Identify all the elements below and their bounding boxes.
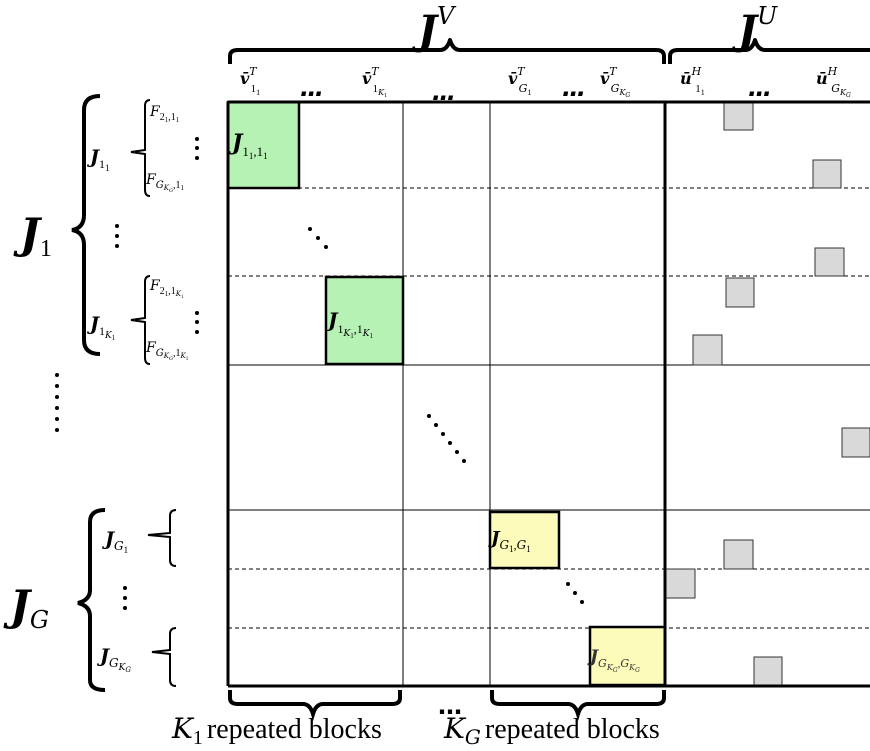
- diag-block-J-G1-G1: [488, 510, 561, 570]
- bottom-label-K1: K1 repeated blocks: [171, 712, 382, 749]
- diag-block-J-1-1-label: J11,11: [228, 130, 268, 161]
- diagonal-dots: [308, 227, 584, 604]
- col-ellipsis-3: …: [562, 74, 586, 102]
- bottom-braces: [228, 690, 666, 721]
- diag-block-J-1K1-1K1-label: J1K1,1K1: [324, 308, 373, 340]
- col-ellipsis-1: …: [300, 74, 324, 102]
- jg-group-brace: [77, 508, 106, 692]
- feature-F-GKG-1K1: FGKG,1K1: [145, 340, 189, 362]
- diag-block-J-G1-G1-label: JG1,G1: [488, 528, 531, 554]
- column-labels: v̄T 11 … v̄T 1K1 … v̄T G1 … v̄T GKG ūH 11 … ū…: [240, 65, 851, 106]
- feature-F-21-11: F21,11: [149, 104, 180, 124]
- row-block-J-G-1: JG1: [102, 528, 128, 555]
- col-label-v-G-1: v̄T G1: [508, 65, 531, 97]
- gray-block: [814, 247, 845, 277]
- feature-F-21-1K1: F21,1K1: [149, 278, 184, 300]
- gray-block: [723, 101, 754, 131]
- jg-group-label: JG: [3, 581, 49, 634]
- feature-F-GKG-11: FGKG,11: [145, 172, 184, 194]
- matrix-grid: [228, 102, 870, 686]
- gray-block: [812, 159, 842, 189]
- vertical-dots: [55, 137, 199, 610]
- col-label-u-1-1: ūH 11: [680, 65, 705, 97]
- diag-block-J-1K1-1K1: [324, 275, 405, 366]
- diag-block-J-GKG-GKG-label: JGKG,GKG: [587, 647, 640, 674]
- col-label-v-1-K1: v̄T 1K1: [362, 65, 387, 99]
- j1-group-brace: [71, 94, 101, 356]
- ju-brace: [668, 38, 870, 64]
- jv-brace: [228, 38, 666, 64]
- diagonal-blocks: J11,11 J1K1,1K1 JG1,G1 JGKG,GKG: [226, 100, 667, 687]
- ju-sparse-blocks: [665, 101, 870, 687]
- col-label-u-G-KG: ūH GKG: [816, 65, 851, 99]
- row-block-J-1-K1: J1K1: [87, 313, 116, 342]
- ju-header: JU: [731, 2, 778, 54]
- gray-block: [841, 427, 870, 458]
- col-label-v-G-KG: v̄T GKG: [600, 65, 630, 99]
- gray-block: [725, 277, 755, 308]
- gray-block: [753, 656, 783, 687]
- gray-block: [692, 334, 723, 366]
- gray-block: [723, 539, 754, 570]
- feature-braces: [130, 99, 177, 687]
- matrix-border: [226, 100, 870, 688]
- diag-block-J-GKG-GKG: [588, 625, 667, 687]
- feature-labels: F21,11 FGKG,11 F21,1K1 FGKG,1K1: [145, 104, 189, 362]
- row-block-J-1-1: J11: [87, 146, 110, 173]
- j1-group-label: J1: [13, 209, 52, 262]
- col-label-v-1-1: v̄T 11: [240, 65, 260, 97]
- bottom-label-KG: KG repeated blocks: [443, 712, 660, 749]
- gray-block: [665, 568, 696, 599]
- jv-header: JV: [411, 2, 457, 54]
- bottom-ellipsis: …: [438, 692, 462, 720]
- col-ellipsis-4: …: [748, 74, 772, 102]
- row-block-J-G-KG: JGKG: [97, 645, 131, 674]
